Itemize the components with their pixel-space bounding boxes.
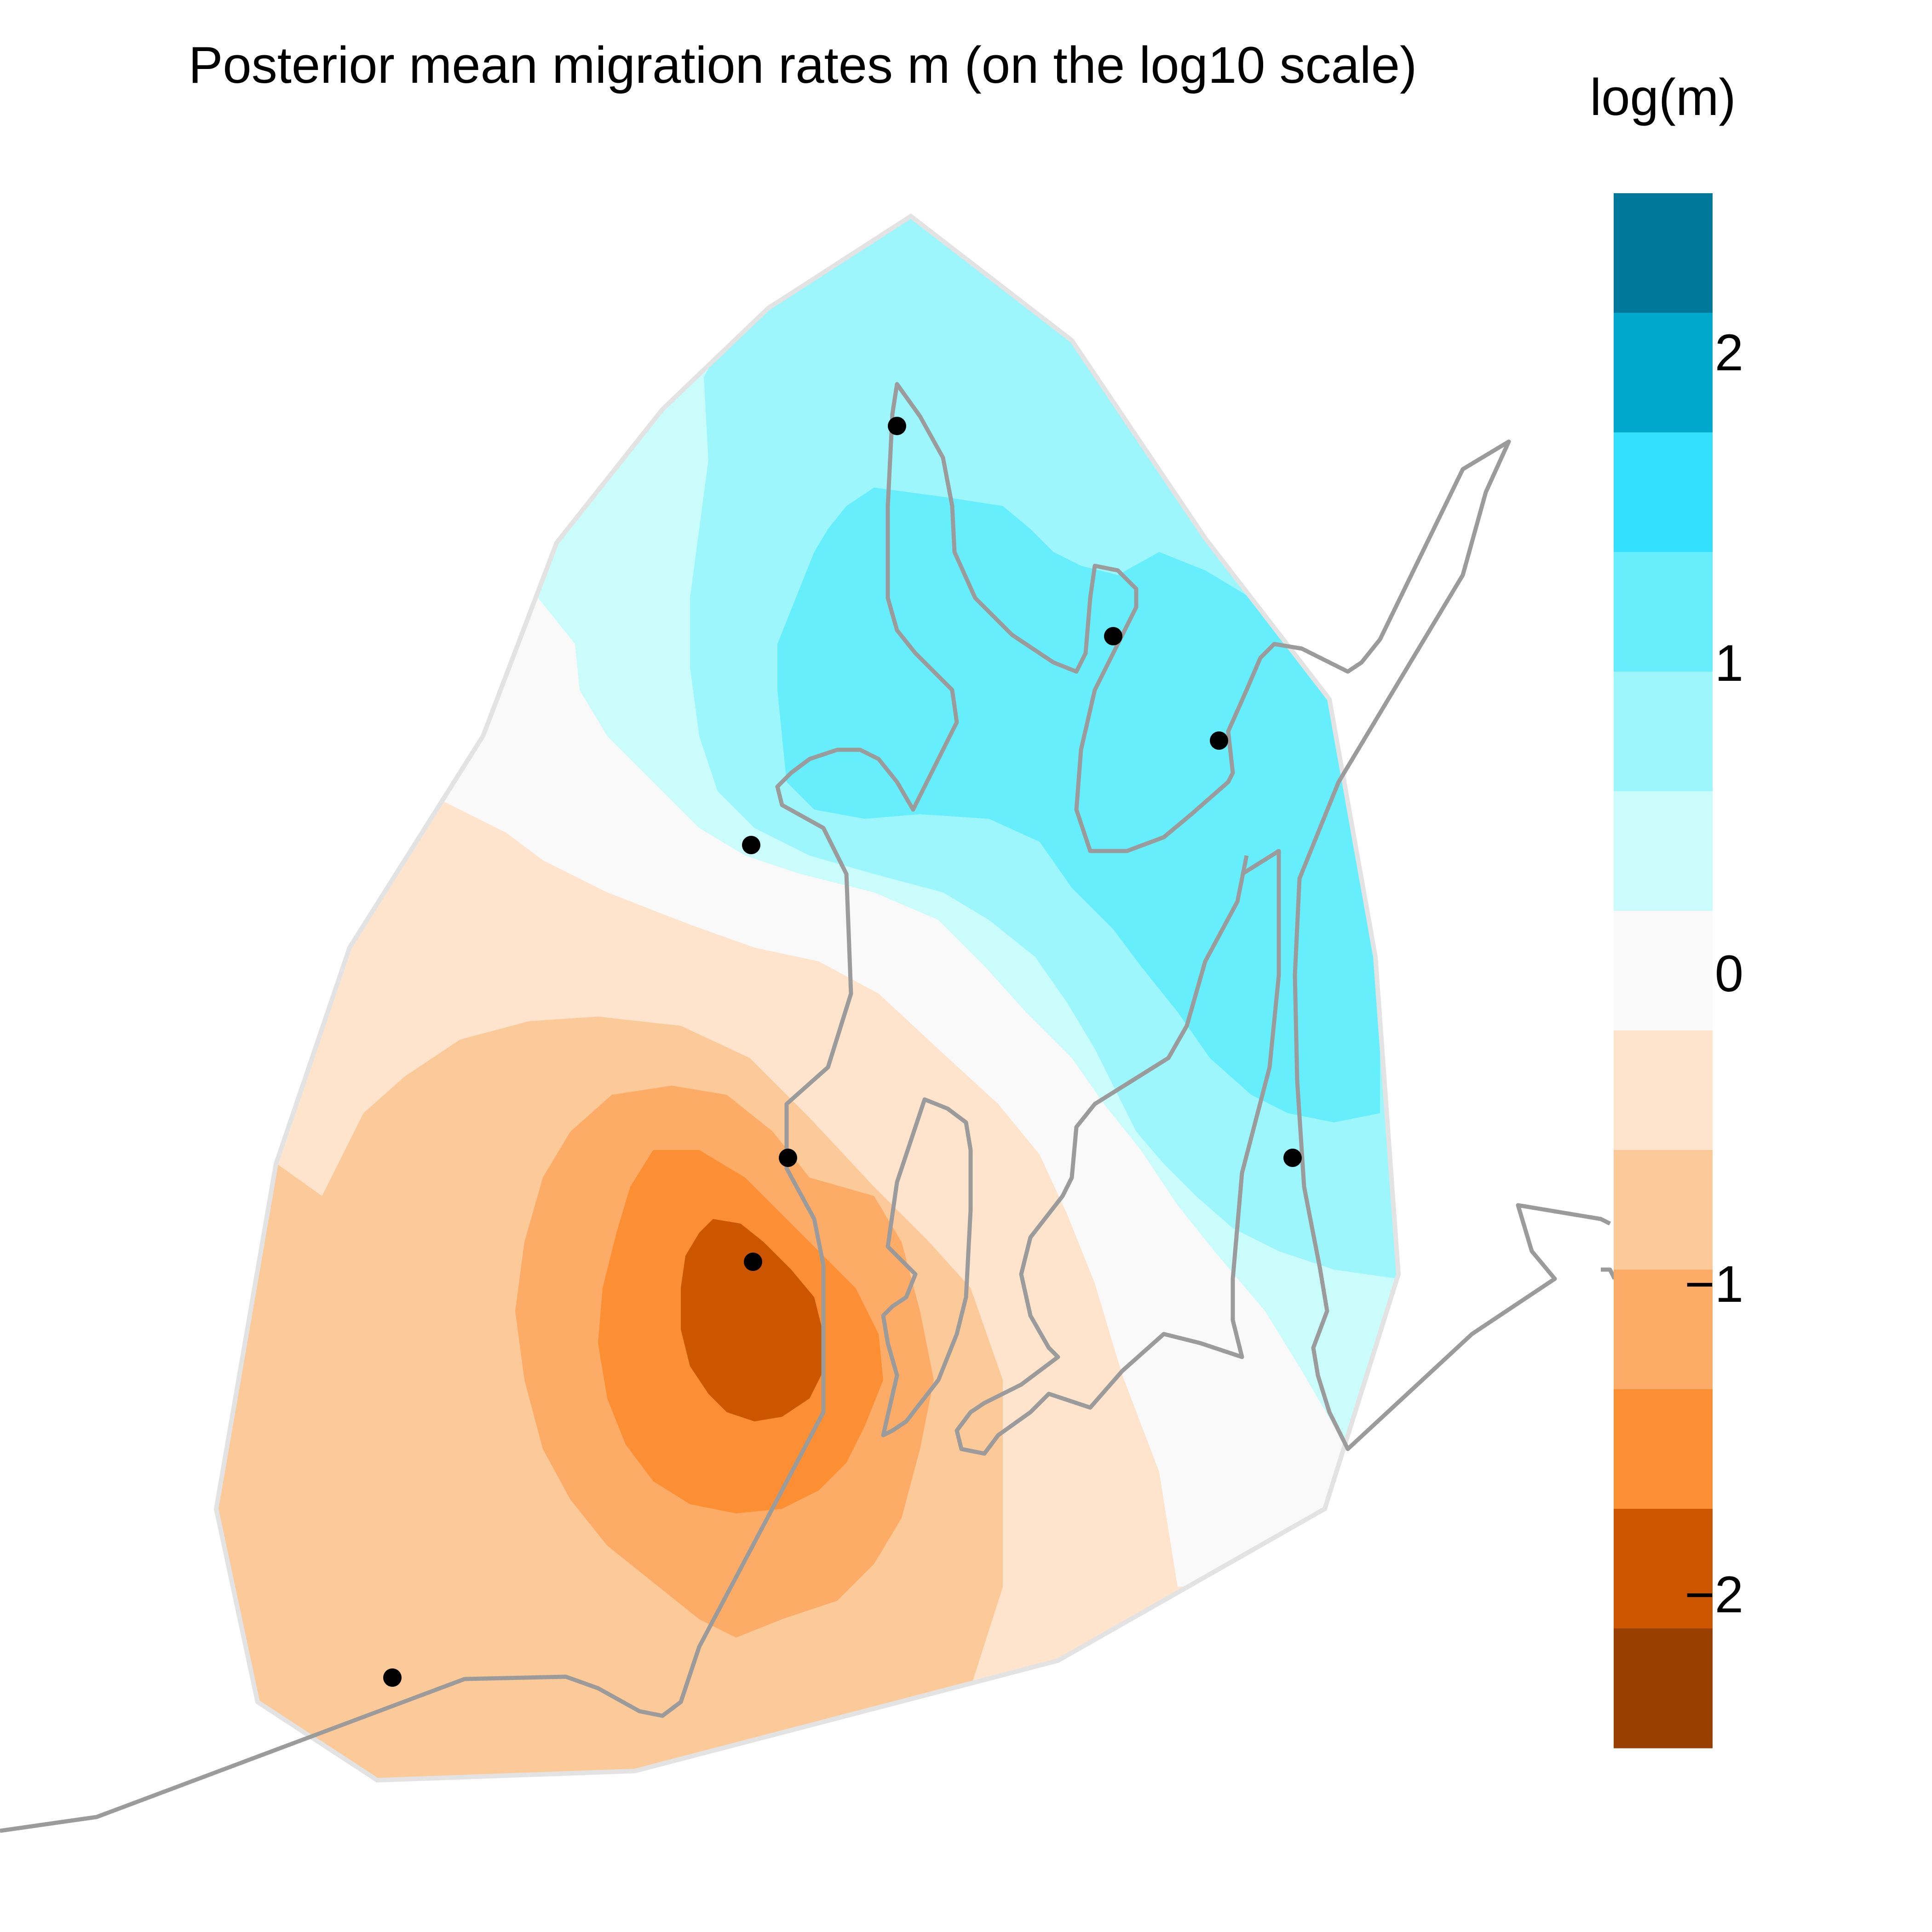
habitat-outline [213, 213, 1401, 1783]
deme-point [1104, 627, 1122, 645]
legend-band [1614, 672, 1713, 792]
legend-band [1614, 1509, 1713, 1629]
deme-point [742, 836, 760, 854]
deme-point [779, 1149, 797, 1167]
deme-point [1210, 731, 1228, 750]
coastline-east-fragment [1601, 1267, 1617, 1280]
legend-color-bar [1614, 193, 1713, 1748]
legend-band [1614, 1389, 1713, 1509]
coastline [0, 382, 1617, 1833]
legend-band [1614, 552, 1713, 672]
legend-band [1614, 791, 1713, 911]
coastline-inner-bay [954, 849, 1281, 1456]
legend-title: log(m) [1590, 69, 1736, 126]
legend-band [1614, 1628, 1713, 1748]
color-legend: log(m) 2 1 0 −1 −2 [1590, 69, 1743, 1748]
surface-band-dark-orange [681, 1219, 823, 1421]
legend-tick-label: 0 [1715, 945, 1743, 1002]
legend-tick-label: −1 [1685, 1255, 1743, 1313]
coastline-peninsula [881, 1097, 973, 1438]
legend-band [1614, 432, 1713, 552]
legend-band [1614, 911, 1713, 1031]
legend-tick-labels: 2 1 0 −1 −2 [1685, 324, 1743, 1623]
legend-band [1614, 193, 1713, 313]
legend-band [1614, 1270, 1713, 1390]
deme-point [1283, 1149, 1302, 1167]
legend-band [1614, 1150, 1713, 1270]
deme-point [744, 1253, 762, 1271]
legend-tick-label: 2 [1715, 324, 1743, 381]
deme-point [383, 1668, 402, 1687]
legend-band [1614, 313, 1713, 433]
legend-band [1614, 1030, 1713, 1150]
deme-point [888, 417, 906, 435]
coastline-west-shore [0, 382, 1611, 1833]
legend-tick-label: −2 [1685, 1566, 1743, 1623]
legend-tick-label: 1 [1715, 634, 1743, 692]
map-title: Posterior mean migration rates m (on the… [189, 36, 1417, 94]
demes [383, 417, 1302, 1687]
